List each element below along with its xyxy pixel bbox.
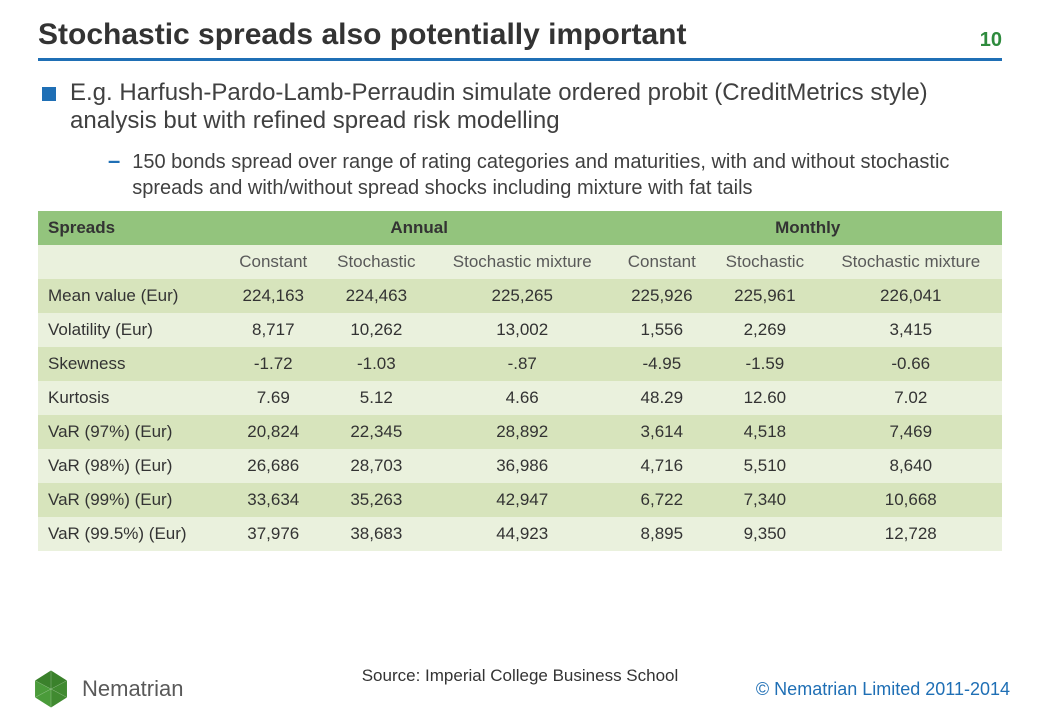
table-cell: 226,041 bbox=[820, 279, 1002, 313]
table-cell: 6,722 bbox=[613, 483, 710, 517]
footer-left: Nematrian bbox=[30, 668, 183, 710]
col-group-annual: Annual bbox=[225, 211, 614, 245]
footer-source: Source: Imperial College Business School bbox=[362, 666, 679, 686]
table-cell: 225,961 bbox=[710, 279, 819, 313]
table-cell: 38,683 bbox=[322, 517, 431, 551]
table-cell: 10,668 bbox=[820, 483, 1002, 517]
bullet-main: E.g. Harfush-Pardo-Lamb-Perraudin simula… bbox=[38, 79, 1002, 135]
table-cell: -1.59 bbox=[710, 347, 819, 381]
table-cell: 48.29 bbox=[613, 381, 710, 415]
table-cell: 42,947 bbox=[431, 483, 613, 517]
bullet-main-text: E.g. Harfush-Pardo-Lamb-Perraudin simula… bbox=[70, 79, 1002, 135]
table-row: VaR (99%) (Eur)33,63435,26342,9476,7227,… bbox=[38, 483, 1002, 517]
dash-bullet-icon: – bbox=[108, 147, 120, 176]
col-group-monthly: Monthly bbox=[613, 211, 1002, 245]
table-container: Spreads Annual Monthly Constant Stochast… bbox=[38, 211, 1002, 551]
table-cell: -4.95 bbox=[613, 347, 710, 381]
table-row: Mean value (Eur)224,163224,463225,265225… bbox=[38, 279, 1002, 313]
table-row-label: Skewness bbox=[38, 347, 225, 381]
table-cell: 2,269 bbox=[710, 313, 819, 347]
table-cell: 5.12 bbox=[322, 381, 431, 415]
table-cell: 22,345 bbox=[322, 415, 431, 449]
table-cell: 33,634 bbox=[225, 483, 322, 517]
table-cell: -1.03 bbox=[322, 347, 431, 381]
footer-copyright: © Nematrian Limited 2011-2014 bbox=[756, 679, 1010, 700]
table-cell: 224,463 bbox=[322, 279, 431, 313]
table-cell: 7.69 bbox=[225, 381, 322, 415]
table-cell: 4,518 bbox=[710, 415, 819, 449]
table-cell: 12,728 bbox=[820, 517, 1002, 551]
table-cell: 12.60 bbox=[710, 381, 819, 415]
table-cell: 4,716 bbox=[613, 449, 710, 483]
table-cell: Stochastic bbox=[710, 245, 819, 279]
table-header-row-1: Spreads Annual Monthly bbox=[38, 211, 1002, 245]
page-number: 10 bbox=[980, 29, 1002, 52]
spreads-table: Spreads Annual Monthly Constant Stochast… bbox=[38, 211, 1002, 551]
bullet-sub-text: 150 bonds spread over range of rating ca… bbox=[132, 149, 1002, 201]
table-cell: Constant bbox=[613, 245, 710, 279]
table-row-label: VaR (99%) (Eur) bbox=[38, 483, 225, 517]
table-cell: 7,340 bbox=[710, 483, 819, 517]
table-cell: 4.66 bbox=[431, 381, 613, 415]
table-cell: 224,163 bbox=[225, 279, 322, 313]
table-cell: -1.72 bbox=[225, 347, 322, 381]
table-row: VaR (97%) (Eur)20,82422,34528,8923,6144,… bbox=[38, 415, 1002, 449]
bullet-sub: – 150 bonds spread over range of rating … bbox=[38, 149, 1002, 201]
table-row-label: VaR (99.5%) (Eur) bbox=[38, 517, 225, 551]
table-cell: Constant bbox=[225, 245, 322, 279]
table-header-row-2: Constant Stochastic Stochastic mixture C… bbox=[38, 245, 1002, 279]
table-row-label: Mean value (Eur) bbox=[38, 279, 225, 313]
table-cell: 13,002 bbox=[431, 313, 613, 347]
table-body: Mean value (Eur)224,163224,463225,265225… bbox=[38, 279, 1002, 551]
footer: Nematrian Source: Imperial College Busin… bbox=[0, 658, 1040, 720]
table-cell: -0.66 bbox=[820, 347, 1002, 381]
table-cell: 35,263 bbox=[322, 483, 431, 517]
table-cell bbox=[38, 245, 225, 279]
table-row: Kurtosis7.695.124.6648.2912.607.02 bbox=[38, 381, 1002, 415]
table-row: VaR (99.5%) (Eur)37,97638,68344,9238,895… bbox=[38, 517, 1002, 551]
table-row-label: Kurtosis bbox=[38, 381, 225, 415]
header: Stochastic spreads also potentially impo… bbox=[38, 18, 1002, 61]
table-cell: 8,717 bbox=[225, 313, 322, 347]
logo-icon bbox=[30, 668, 72, 710]
table-row-label: VaR (98%) (Eur) bbox=[38, 449, 225, 483]
table-cell: 5,510 bbox=[710, 449, 819, 483]
body: E.g. Harfush-Pardo-Lamb-Perraudin simula… bbox=[38, 61, 1002, 551]
table-row: Skewness-1.72-1.03-.87-4.95-1.59-0.66 bbox=[38, 347, 1002, 381]
table-cell: 7.02 bbox=[820, 381, 1002, 415]
table-cell: 36,986 bbox=[431, 449, 613, 483]
table-cell: 26,686 bbox=[225, 449, 322, 483]
slide-container: Stochastic spreads also potentially impo… bbox=[0, 0, 1040, 720]
table-cell: -.87 bbox=[431, 347, 613, 381]
table-cell: 3,614 bbox=[613, 415, 710, 449]
table-cell: Stochastic mixture bbox=[820, 245, 1002, 279]
table-row: VaR (98%) (Eur)26,68628,70336,9864,7165,… bbox=[38, 449, 1002, 483]
table-cell: 1,556 bbox=[613, 313, 710, 347]
table-cell: 8,640 bbox=[820, 449, 1002, 483]
table-cell: 9,350 bbox=[710, 517, 819, 551]
table-cell: Stochastic mixture bbox=[431, 245, 613, 279]
table-cell: 44,923 bbox=[431, 517, 613, 551]
table-cell: 10,262 bbox=[322, 313, 431, 347]
table-row: Volatility (Eur)8,71710,26213,0021,5562,… bbox=[38, 313, 1002, 347]
table-cell: 225,926 bbox=[613, 279, 710, 313]
table-cell: 20,824 bbox=[225, 415, 322, 449]
table-cell: 37,976 bbox=[225, 517, 322, 551]
table-row-label: Volatility (Eur) bbox=[38, 313, 225, 347]
table-cell: 3,415 bbox=[820, 313, 1002, 347]
table-cell: 8,895 bbox=[613, 517, 710, 551]
table-cell: 7,469 bbox=[820, 415, 1002, 449]
square-bullet-icon bbox=[42, 87, 56, 101]
col-spreads: Spreads bbox=[38, 211, 225, 245]
brand-name: Nematrian bbox=[82, 676, 183, 702]
table-cell: 28,892 bbox=[431, 415, 613, 449]
table-row-label: VaR (97%) (Eur) bbox=[38, 415, 225, 449]
page-title: Stochastic spreads also potentially impo… bbox=[38, 18, 687, 52]
table-cell: Stochastic bbox=[322, 245, 431, 279]
table-cell: 225,265 bbox=[431, 279, 613, 313]
table-cell: 28,703 bbox=[322, 449, 431, 483]
